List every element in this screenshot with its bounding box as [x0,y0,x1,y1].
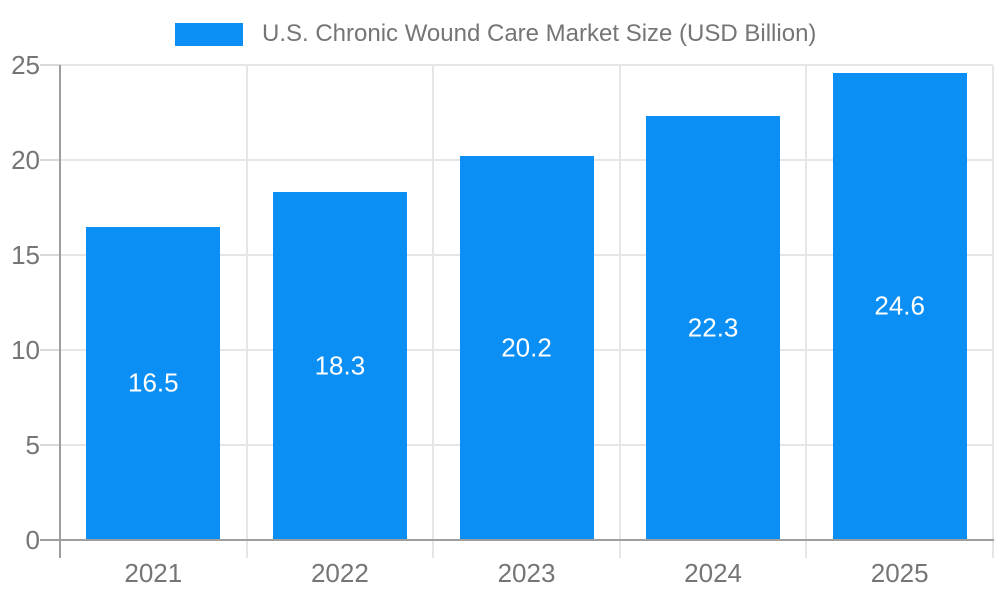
y-axis-tick [40,254,60,256]
x-axis-label: 2024 [684,558,743,588]
y-axis-line [59,65,61,558]
legend-label: U.S. Chronic Wound Care Market Size (USD… [262,20,817,47]
bar-2025[interactable] [832,72,967,539]
y-axis-tick [40,444,60,446]
x-axis-line [40,539,994,541]
gridline-vertical [992,66,994,558]
bar-value-label: 22.3 [687,312,739,343]
y-axis-label: 10 [11,335,40,365]
bar-2024[interactable] [646,116,781,539]
y-axis-label: 20 [11,145,40,175]
gridline-vertical [618,66,621,558]
y-axis-tick [40,349,60,351]
bar-2023[interactable] [459,156,594,539]
y-axis-tick [40,159,60,161]
gridline-vertical [805,66,808,558]
legend-swatch [175,22,243,46]
gridline-horizontal [60,64,993,66]
y-axis-label: 25 [11,50,40,80]
x-axis-label: 2022 [310,558,369,588]
legend: U.S. Chronic Wound Care Market Size (USD… [175,20,816,48]
y-axis-label: 5 [25,430,40,460]
y-axis-tick [40,64,60,66]
y-axis-label: 0 [25,525,40,555]
x-axis-label: 2025 [870,558,929,588]
bar-value-label: 24.6 [874,290,925,321]
bar-2022[interactable] [272,192,407,539]
bar-value-label: 20.2 [501,332,552,363]
gridline-vertical [245,66,248,558]
bar-value-label: 16.5 [127,367,179,398]
y-axis-label: 15 [11,240,40,270]
bar-2021[interactable] [86,226,221,539]
bar-value-label: 18.3 [314,350,366,381]
x-axis-label: 2021 [124,558,183,588]
gridline-vertical [432,66,435,558]
x-axis-label: 2023 [497,558,556,588]
